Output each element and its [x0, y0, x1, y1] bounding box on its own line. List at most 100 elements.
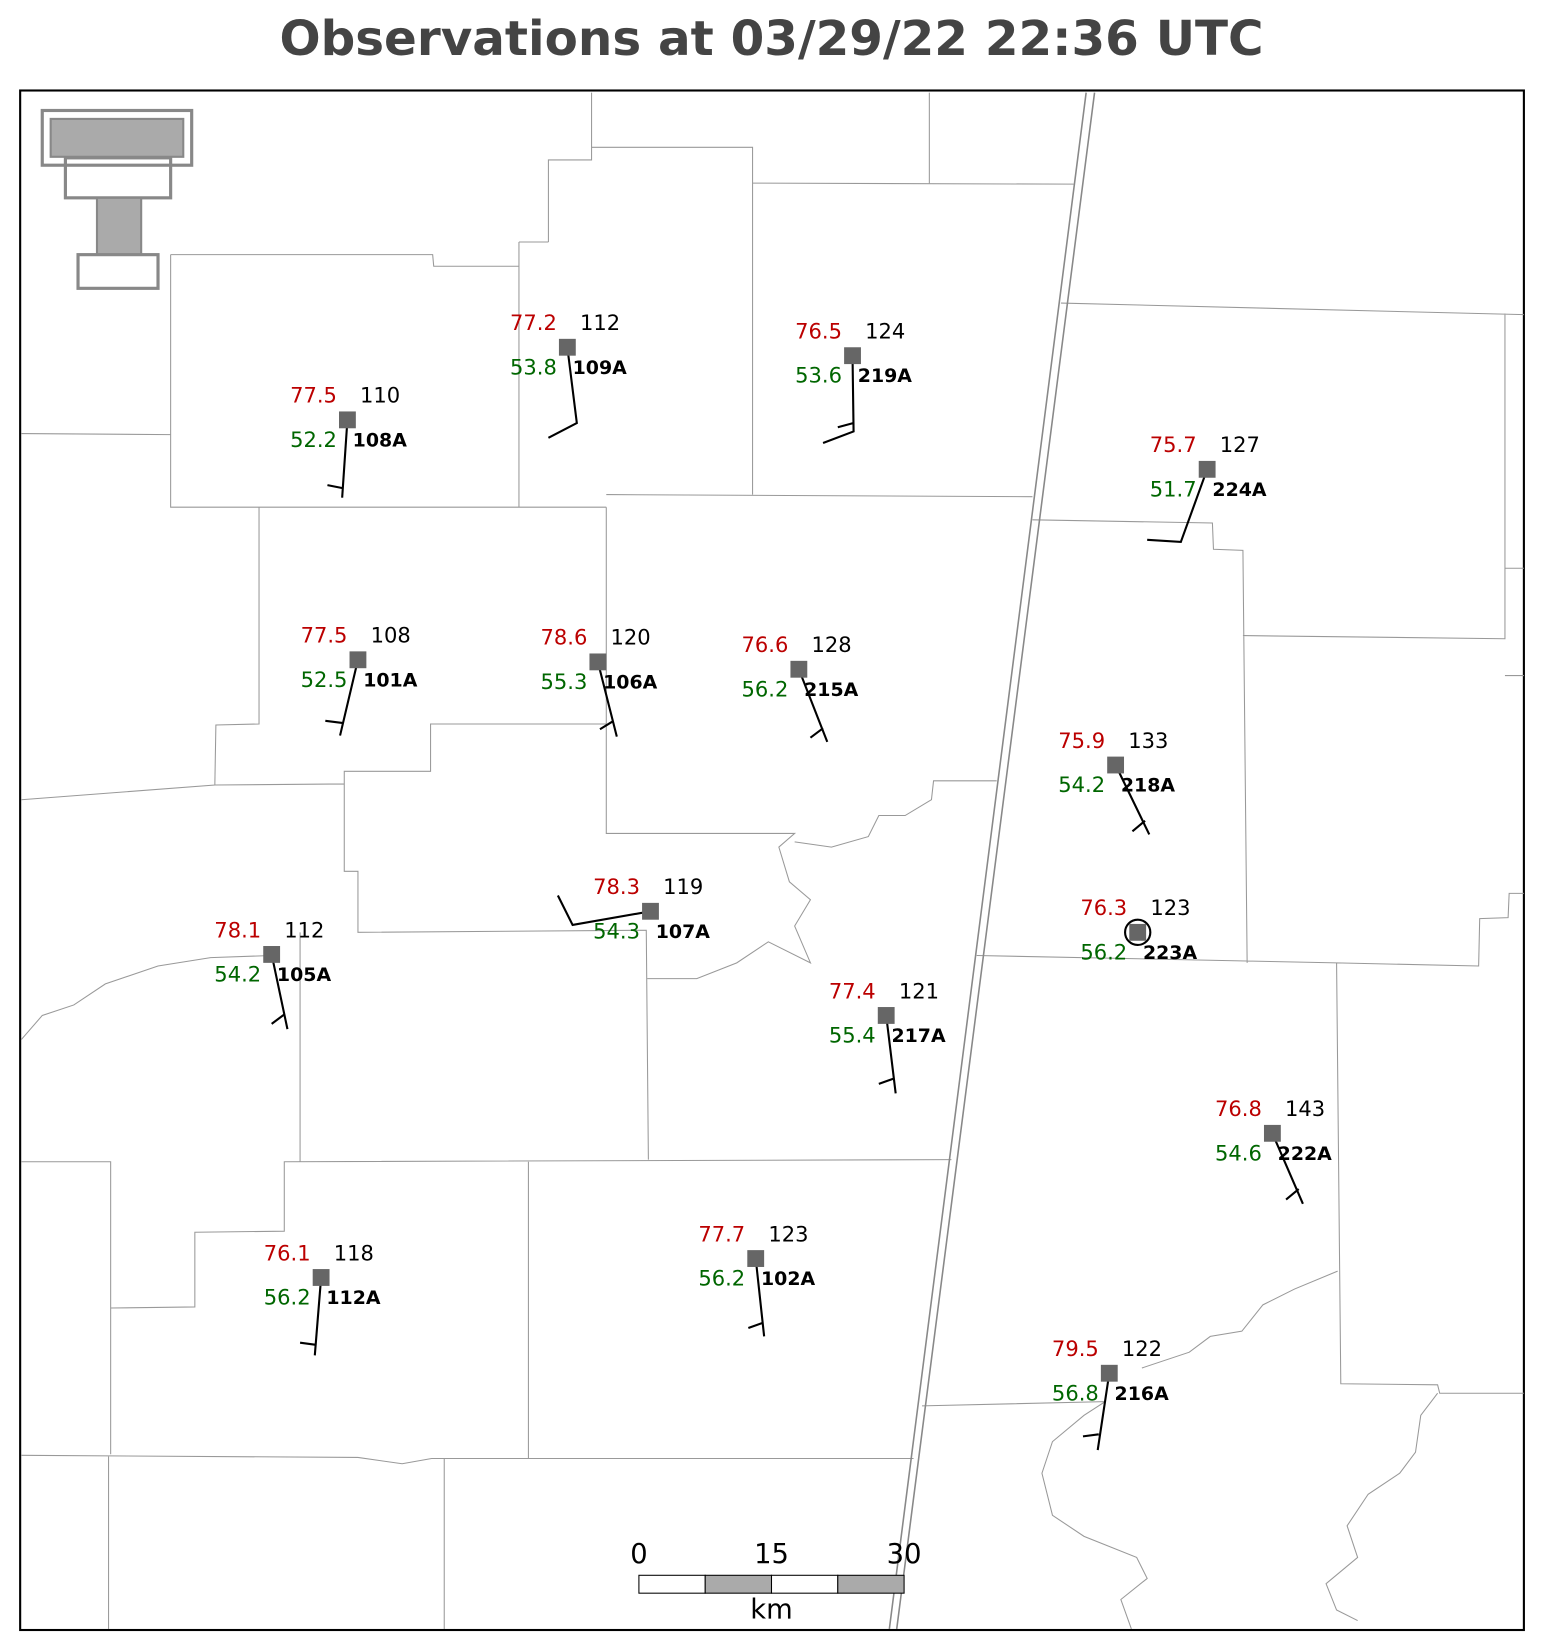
station-value: 133 — [1128, 728, 1168, 753]
wind-barb — [1147, 468, 1209, 544]
station-id: 109A — [573, 357, 628, 379]
wind-barb — [556, 895, 651, 927]
dewpoint: 54.2 — [214, 961, 261, 986]
dewpoint: 53.6 — [795, 363, 842, 388]
temperature: 75.7 — [1150, 432, 1197, 457]
wind-barb — [547, 347, 578, 439]
station-id: 112A — [326, 1287, 381, 1309]
scale-unit: km — [750, 1595, 792, 1626]
title: Observations at 03/29/22 22:36 UTC — [279, 11, 1263, 67]
station-marker — [642, 902, 659, 920]
temperature: 76.1 — [264, 1240, 311, 1265]
dewpoint: 51.7 — [1150, 476, 1197, 501]
wind-barb — [747, 1258, 766, 1337]
temperature: 78.3 — [593, 874, 640, 899]
station-value: 120 — [610, 625, 650, 650]
station-marker — [747, 1250, 765, 1267]
station-marker — [263, 946, 281, 963]
county-lines — [20, 92, 1524, 1630]
station-value: 127 — [1220, 432, 1260, 457]
station-value: 108 — [371, 623, 411, 648]
dewpoint: 55.4 — [829, 1023, 876, 1048]
station-id: 219A — [858, 365, 913, 387]
station-value: 112 — [580, 310, 620, 335]
station-marker — [589, 653, 607, 671]
scale-tick: 15 — [754, 1539, 789, 1570]
dewpoint: 56.2 — [264, 1285, 311, 1310]
wind-barb — [1114, 764, 1151, 835]
temperature: 76.5 — [795, 319, 842, 344]
wind-barb — [299, 1277, 323, 1356]
station-id: 216A — [1115, 1383, 1170, 1405]
wind-barb — [878, 1015, 897, 1094]
station-value: 123 — [768, 1221, 808, 1246]
station-id: 107A — [656, 921, 711, 943]
temperature: 79.5 — [1052, 1336, 1099, 1361]
logo — [40, 108, 194, 290]
station-value: 112 — [284, 917, 324, 942]
station-id: 217A — [891, 1025, 946, 1047]
station-marker — [1198, 460, 1216, 478]
dewpoint: 52.2 — [290, 427, 337, 452]
station-id: 101A — [363, 669, 418, 691]
temperature: 77.7 — [698, 1221, 745, 1246]
wind-barb — [1271, 1132, 1304, 1205]
station-value: 143 — [1285, 1096, 1325, 1121]
temperature: 77.5 — [301, 623, 348, 648]
station-id: 108A — [353, 429, 408, 451]
wind-barb — [325, 659, 359, 736]
station-value: 121 — [899, 978, 939, 1003]
station-marker — [1129, 923, 1147, 941]
stations: 77.5 110 52.2 108A 77.2 112 53.8 109A 76.5 124 53.… — [214, 310, 1333, 1451]
station-id: 215A — [804, 679, 859, 701]
dewpoint: 56.8 — [1052, 1380, 1099, 1405]
station-marker — [1263, 1124, 1281, 1142]
station-value: 128 — [811, 632, 851, 657]
dewpoint: 54.6 — [1215, 1140, 1262, 1165]
wind-barb — [1082, 1373, 1111, 1451]
station-marker — [1100, 1364, 1118, 1382]
station-value: 119 — [663, 874, 703, 899]
wind-barb — [270, 954, 289, 1030]
wind-barb — [596, 661, 618, 737]
station-id: 218A — [1121, 775, 1176, 797]
calm-wind — [1124, 918, 1152, 947]
station-value: 118 — [334, 1240, 374, 1265]
temperature: 77.2 — [510, 310, 557, 335]
map-frame — [19, 89, 1525, 1632]
station-id: 102A — [761, 1268, 816, 1290]
station-id: 223A — [1143, 942, 1198, 964]
station-marker — [312, 1269, 330, 1286]
dewpoint: 53.8 — [510, 354, 557, 379]
temperature: 76.3 — [1080, 895, 1127, 920]
dewpoint: 52.5 — [301, 667, 348, 692]
scale-tick: 30 — [887, 1539, 922, 1570]
station-marker — [349, 651, 367, 669]
dewpoint: 54.3 — [593, 918, 640, 943]
temperature: 75.9 — [1058, 728, 1105, 753]
station-value: 124 — [865, 319, 905, 344]
station-marker — [339, 411, 356, 429]
dewpoint: 56.2 — [698, 1266, 745, 1291]
wind-barb — [797, 668, 829, 743]
temperature: 77.5 — [290, 383, 337, 408]
scale-bar: 0 15 30 km — [630, 1539, 921, 1626]
scale-tick: 0 — [630, 1539, 647, 1570]
dewpoint: 56.2 — [742, 676, 789, 701]
station-marker — [877, 1007, 895, 1024]
wind-barb — [327, 419, 349, 498]
temperature: 76.6 — [742, 632, 789, 657]
temperature: 76.8 — [1215, 1096, 1262, 1121]
wind-barb — [822, 355, 855, 445]
station-marker — [790, 660, 808, 678]
station-value: 110 — [360, 383, 400, 408]
dewpoint: 56.2 — [1080, 939, 1127, 964]
station-id: 106A — [603, 671, 658, 693]
temperature: 78.1 — [214, 917, 261, 942]
station-marker — [1107, 756, 1125, 774]
station-id: 105A — [277, 964, 332, 986]
station-value: 123 — [1150, 895, 1190, 920]
station-marker — [558, 338, 576, 356]
station-id: 222A — [1278, 1143, 1333, 1165]
station-value: 122 — [1122, 1336, 1162, 1361]
